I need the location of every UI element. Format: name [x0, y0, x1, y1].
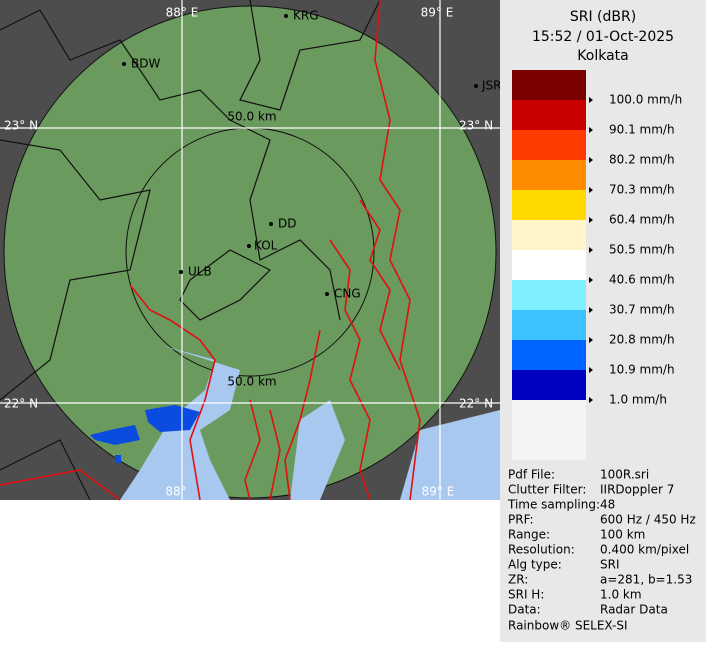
info-value: 100 km: [600, 528, 645, 542]
legend-label: 50.5 mm/h: [609, 243, 675, 257]
legend-swatch: [512, 340, 586, 370]
transparent-swatch: [512, 400, 586, 460]
latitude-label: 23° N: [459, 119, 493, 133]
legend-label: 100.0 mm/h: [609, 93, 682, 107]
legend-swatch: [512, 310, 586, 340]
info-value: 600 Hz / 450 Hz: [600, 513, 696, 527]
legend-tick: [589, 217, 593, 223]
legend-swatch: [512, 160, 586, 190]
legend-tick: [589, 307, 593, 313]
legend-swatch: [512, 280, 586, 310]
latitude-label: 23° N: [4, 119, 38, 133]
radar-echoes: [90, 405, 200, 463]
legend-swatch: [512, 250, 586, 280]
legend-label: 70.3 mm/h: [609, 183, 675, 197]
legend-swatch: [512, 370, 586, 400]
panel-datetime: 15:52 / 01-Oct-2025: [532, 29, 674, 45]
info-key: Range:: [508, 528, 550, 542]
panel-station: Kolkata: [577, 48, 628, 64]
info-key: SRI H:: [508, 588, 544, 602]
place-label: JSR: [481, 79, 502, 93]
legend-tick: [589, 157, 593, 163]
rivers: [0, 0, 421, 501]
legend-tick: [589, 247, 593, 253]
legend-tick: [589, 127, 593, 133]
legend-tick: [589, 277, 593, 283]
info-key: PRF:: [508, 513, 534, 527]
info-value: 1.0 km: [600, 588, 642, 602]
footer: Rainbow® SELEX-SI: [508, 619, 628, 633]
legend-label: 1.0 mm/h: [609, 393, 667, 407]
place-label: KOL: [254, 239, 278, 253]
latitude-label: 22° N: [4, 397, 38, 411]
info-value: IIRDoppler 7: [600, 483, 674, 497]
info-value: 0.400 km/pixel: [600, 543, 689, 557]
longitude-label: 88°: [165, 485, 186, 499]
info-key: Clutter Filter:: [508, 483, 586, 497]
place-label: DD: [278, 217, 296, 231]
legend-swatch: [512, 190, 586, 220]
info-value: 48: [600, 498, 615, 512]
legend-label: 20.8 mm/h: [609, 333, 675, 347]
info-key: Pdf File:: [508, 468, 555, 482]
graticule: [0, 0, 500, 500]
range-label: 50.0 km: [227, 110, 276, 124]
boundaries: [0, 0, 381, 501]
place-label: ULB: [188, 265, 212, 279]
place-dots: [122, 14, 478, 296]
info-value: SRI: [600, 558, 620, 572]
latitude-label: 22° N: [459, 397, 493, 411]
legend-tick: [589, 97, 593, 103]
legend-swatch: [512, 70, 586, 100]
legend-swatch: [512, 130, 586, 160]
place-label: BDW: [131, 57, 160, 71]
legend-swatch: [512, 220, 586, 250]
place-label: KRG: [293, 9, 319, 23]
panel-title: SRI (dBR): [570, 9, 636, 25]
info-value: 100R.sri: [600, 468, 649, 482]
legend-label: 90.1 mm/h: [609, 123, 675, 137]
legend-tick: [589, 367, 593, 373]
legend-label: 40.6 mm/h: [609, 273, 675, 287]
legend-label: 30.7 mm/h: [609, 303, 675, 317]
longitude-label: 89° E: [421, 6, 454, 20]
water: [120, 345, 500, 500]
info-key: ZR:: [508, 573, 528, 587]
info-key: Data:: [508, 603, 541, 617]
legend-tick: [589, 337, 593, 343]
legend-tick: [589, 187, 593, 193]
info-value: a=281, b=1.53: [600, 573, 692, 587]
longitude-label: 88° E: [166, 6, 199, 20]
info-key: Resolution:: [508, 543, 575, 557]
legend-label: 80.2 mm/h: [609, 153, 675, 167]
legend-swatch: [512, 100, 586, 130]
legend-label: 60.4 mm/h: [609, 213, 675, 227]
place-label: CNG: [334, 287, 361, 301]
info-value: Radar Data: [600, 603, 668, 617]
legend-tick: [589, 397, 593, 403]
legend-label: 10.9 mm/h: [609, 363, 675, 377]
range-label: 50.0 km: [227, 375, 276, 389]
longitude-label: 89° E: [422, 485, 455, 499]
info-key: Alg type:: [508, 558, 562, 572]
info-key: Time sampling:: [507, 498, 600, 512]
